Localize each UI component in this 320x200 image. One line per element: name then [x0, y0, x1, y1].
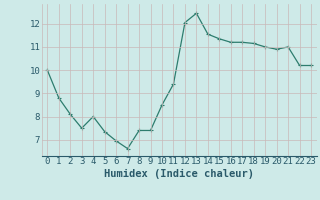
X-axis label: Humidex (Indice chaleur): Humidex (Indice chaleur)	[104, 169, 254, 179]
